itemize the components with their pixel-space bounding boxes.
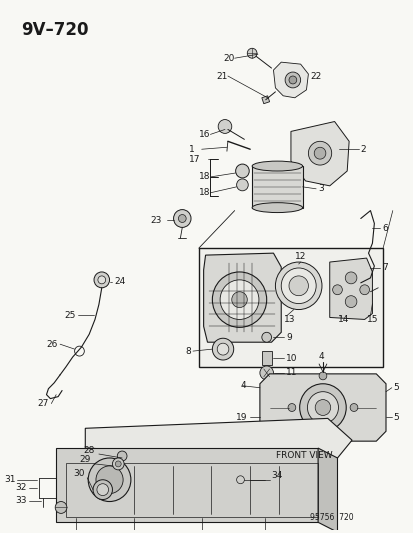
Circle shape [247, 49, 256, 58]
Text: 21: 21 [216, 71, 227, 80]
Text: 14: 14 [337, 315, 348, 324]
Circle shape [97, 484, 108, 496]
Circle shape [314, 400, 330, 415]
Circle shape [97, 276, 105, 284]
Circle shape [318, 372, 326, 380]
Text: 95756  720: 95756 720 [310, 513, 353, 522]
Circle shape [88, 458, 131, 502]
Text: 31: 31 [4, 475, 15, 484]
Circle shape [288, 76, 296, 84]
Circle shape [259, 366, 273, 380]
Text: 3: 3 [317, 184, 323, 193]
Circle shape [313, 147, 325, 159]
Bar [198, 248, 382, 367]
Circle shape [261, 332, 271, 342]
Text: 4: 4 [240, 381, 245, 390]
Text: 17: 17 [189, 155, 200, 164]
Circle shape [117, 451, 127, 461]
Ellipse shape [252, 161, 302, 171]
Text: 18: 18 [198, 173, 210, 181]
Polygon shape [85, 418, 351, 458]
Text: 12: 12 [294, 252, 306, 261]
Text: 5: 5 [393, 383, 399, 392]
Circle shape [231, 292, 247, 308]
Circle shape [344, 272, 356, 284]
Circle shape [280, 268, 316, 304]
Circle shape [349, 403, 357, 411]
Text: 2: 2 [360, 145, 366, 154]
Text: 6: 6 [381, 224, 387, 233]
Circle shape [359, 285, 369, 295]
Circle shape [115, 461, 121, 467]
Circle shape [299, 384, 345, 431]
Circle shape [212, 338, 233, 360]
Text: 32: 32 [16, 483, 27, 492]
Text: 18: 18 [198, 188, 210, 197]
Text: 22: 22 [310, 71, 321, 80]
Text: 4: 4 [318, 352, 323, 360]
Circle shape [344, 296, 356, 308]
Text: 29: 29 [79, 456, 90, 464]
Text: 33: 33 [16, 496, 27, 505]
Circle shape [212, 272, 266, 327]
Text: 26: 26 [47, 340, 58, 349]
Circle shape [173, 209, 190, 228]
Circle shape [308, 141, 331, 165]
Circle shape [217, 343, 228, 355]
Text: 27: 27 [37, 399, 48, 408]
Text: 19: 19 [235, 413, 247, 422]
Circle shape [235, 164, 249, 178]
Polygon shape [261, 96, 269, 104]
Polygon shape [259, 374, 385, 441]
Text: 7: 7 [381, 263, 387, 272]
Polygon shape [252, 166, 302, 208]
Text: 16: 16 [198, 130, 210, 139]
Circle shape [236, 179, 248, 191]
Text: 20: 20 [223, 54, 234, 63]
Circle shape [275, 262, 321, 310]
Text: 5: 5 [393, 413, 399, 422]
Text: 11: 11 [285, 368, 297, 377]
Bar [261, 351, 271, 365]
Circle shape [94, 272, 109, 288]
Polygon shape [203, 253, 280, 342]
Circle shape [178, 215, 186, 222]
Polygon shape [56, 448, 317, 522]
Circle shape [318, 435, 326, 443]
Circle shape [55, 502, 66, 513]
Circle shape [287, 403, 295, 411]
Circle shape [218, 119, 231, 133]
Polygon shape [317, 448, 337, 532]
Circle shape [112, 458, 124, 470]
Text: 15: 15 [366, 315, 377, 324]
Text: 28: 28 [83, 446, 95, 455]
Circle shape [332, 285, 342, 295]
Circle shape [93, 480, 112, 499]
Ellipse shape [252, 203, 302, 213]
Text: 1: 1 [189, 145, 195, 154]
Text: 8: 8 [185, 346, 190, 356]
Text: FRONT VIEW: FRONT VIEW [276, 450, 332, 459]
Circle shape [96, 466, 123, 494]
Polygon shape [273, 62, 308, 98]
Text: 30: 30 [74, 470, 85, 478]
Text: 10: 10 [285, 353, 297, 362]
Text: 9: 9 [285, 333, 291, 342]
Circle shape [220, 280, 258, 319]
Circle shape [285, 72, 300, 88]
Polygon shape [329, 258, 372, 319]
Text: 13: 13 [283, 315, 295, 324]
Polygon shape [290, 122, 348, 186]
Text: 25: 25 [64, 311, 76, 320]
Text: 9V–720: 9V–720 [21, 21, 88, 38]
Circle shape [307, 392, 338, 423]
Text: 24: 24 [114, 277, 125, 286]
Text: 23: 23 [150, 216, 161, 225]
Text: 34: 34 [271, 471, 282, 480]
Circle shape [288, 276, 308, 296]
